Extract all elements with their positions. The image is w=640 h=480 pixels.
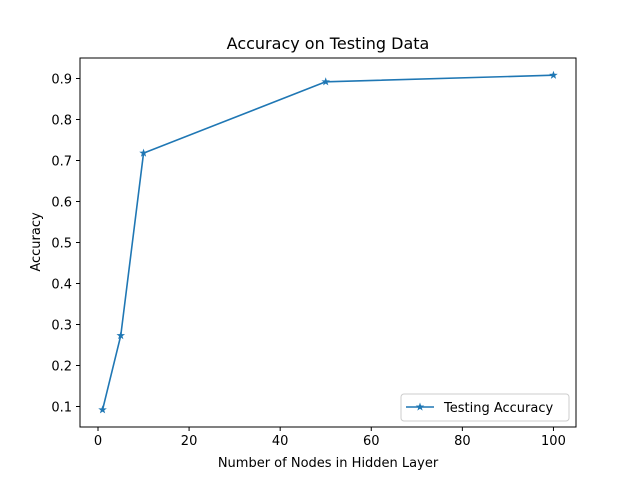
data-point-marker — [98, 405, 107, 414]
x-tick-label: 100 — [541, 434, 566, 449]
y-tick-label: 0.1 — [51, 401, 72, 416]
plot-frame — [79, 57, 577, 428]
x-axis-title: Number of Nodes in Hidden Layer — [218, 456, 439, 471]
x-tick-label: 80 — [454, 434, 471, 449]
legend: Testing Accuracy — [400, 393, 570, 422]
y-tick-label: 0.2 — [51, 360, 72, 375]
legend-star-marker — [415, 402, 425, 411]
x-tick-label: 40 — [272, 434, 289, 449]
y-tick-label: 0.3 — [51, 319, 72, 334]
data-point-marker — [116, 331, 126, 340]
series-line — [101, 74, 554, 410]
legend-label: Testing Accuracy — [443, 401, 553, 416]
data-point-marker — [321, 77, 330, 86]
y-tick-label: 0.7 — [51, 155, 72, 170]
legend-box — [400, 393, 570, 422]
x-tick-label: 20 — [181, 434, 198, 449]
y-tick-label: 0.6 — [51, 196, 72, 211]
plot-area: 0 20 40 60 80 100 0.1 0.2 0.3 0.4 0.5 0.6 0.7 0.8 0.9 — [51, 70, 566, 449]
chart-title: Accuracy on Testing Data — [227, 34, 430, 53]
x-tick-label: 0 — [94, 434, 102, 449]
y-tick-label: 0.5 — [51, 237, 72, 252]
y-tick-label: 0.9 — [51, 73, 72, 88]
data-point-marker — [139, 148, 148, 157]
y-tick-label: 0.4 — [51, 278, 72, 293]
data-point-marker — [549, 70, 558, 79]
y-tick-label: 0.8 — [51, 114, 72, 129]
x-tick-label: 60 — [363, 434, 380, 449]
y-axis-title: Accuracy — [29, 212, 44, 272]
